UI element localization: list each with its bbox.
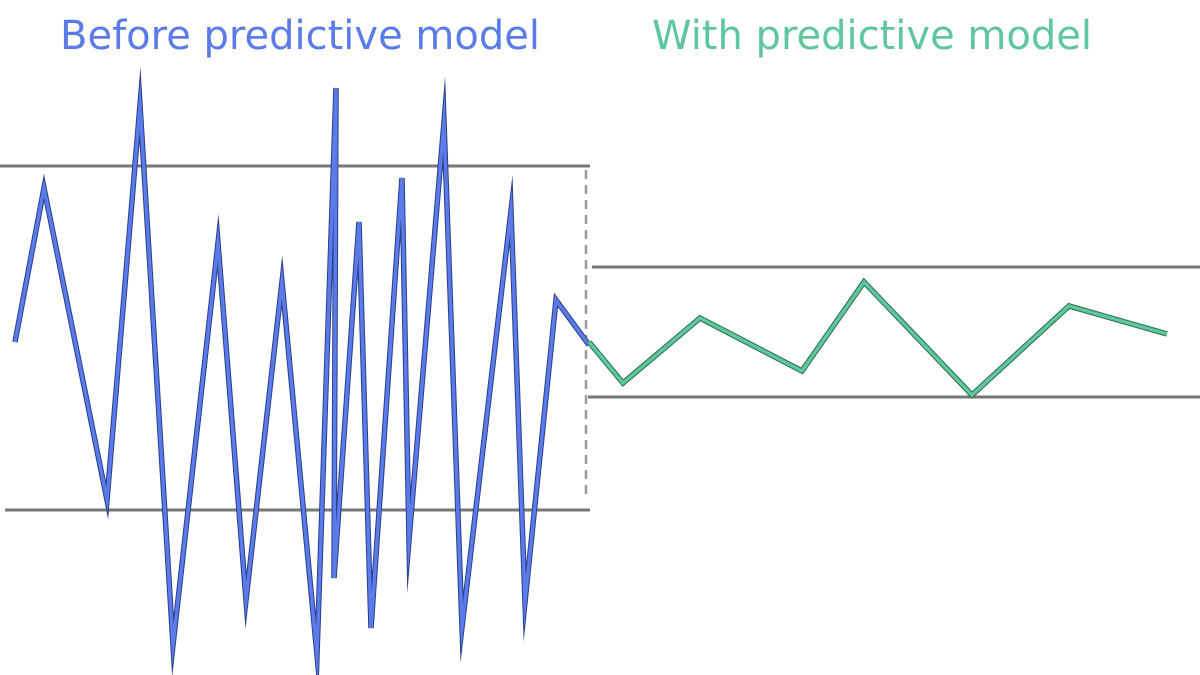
before-title: Before predictive model (60, 13, 540, 59)
after-title: With predictive model (652, 13, 1092, 59)
before-line (13, 80, 591, 675)
after-line (587, 279, 1168, 398)
